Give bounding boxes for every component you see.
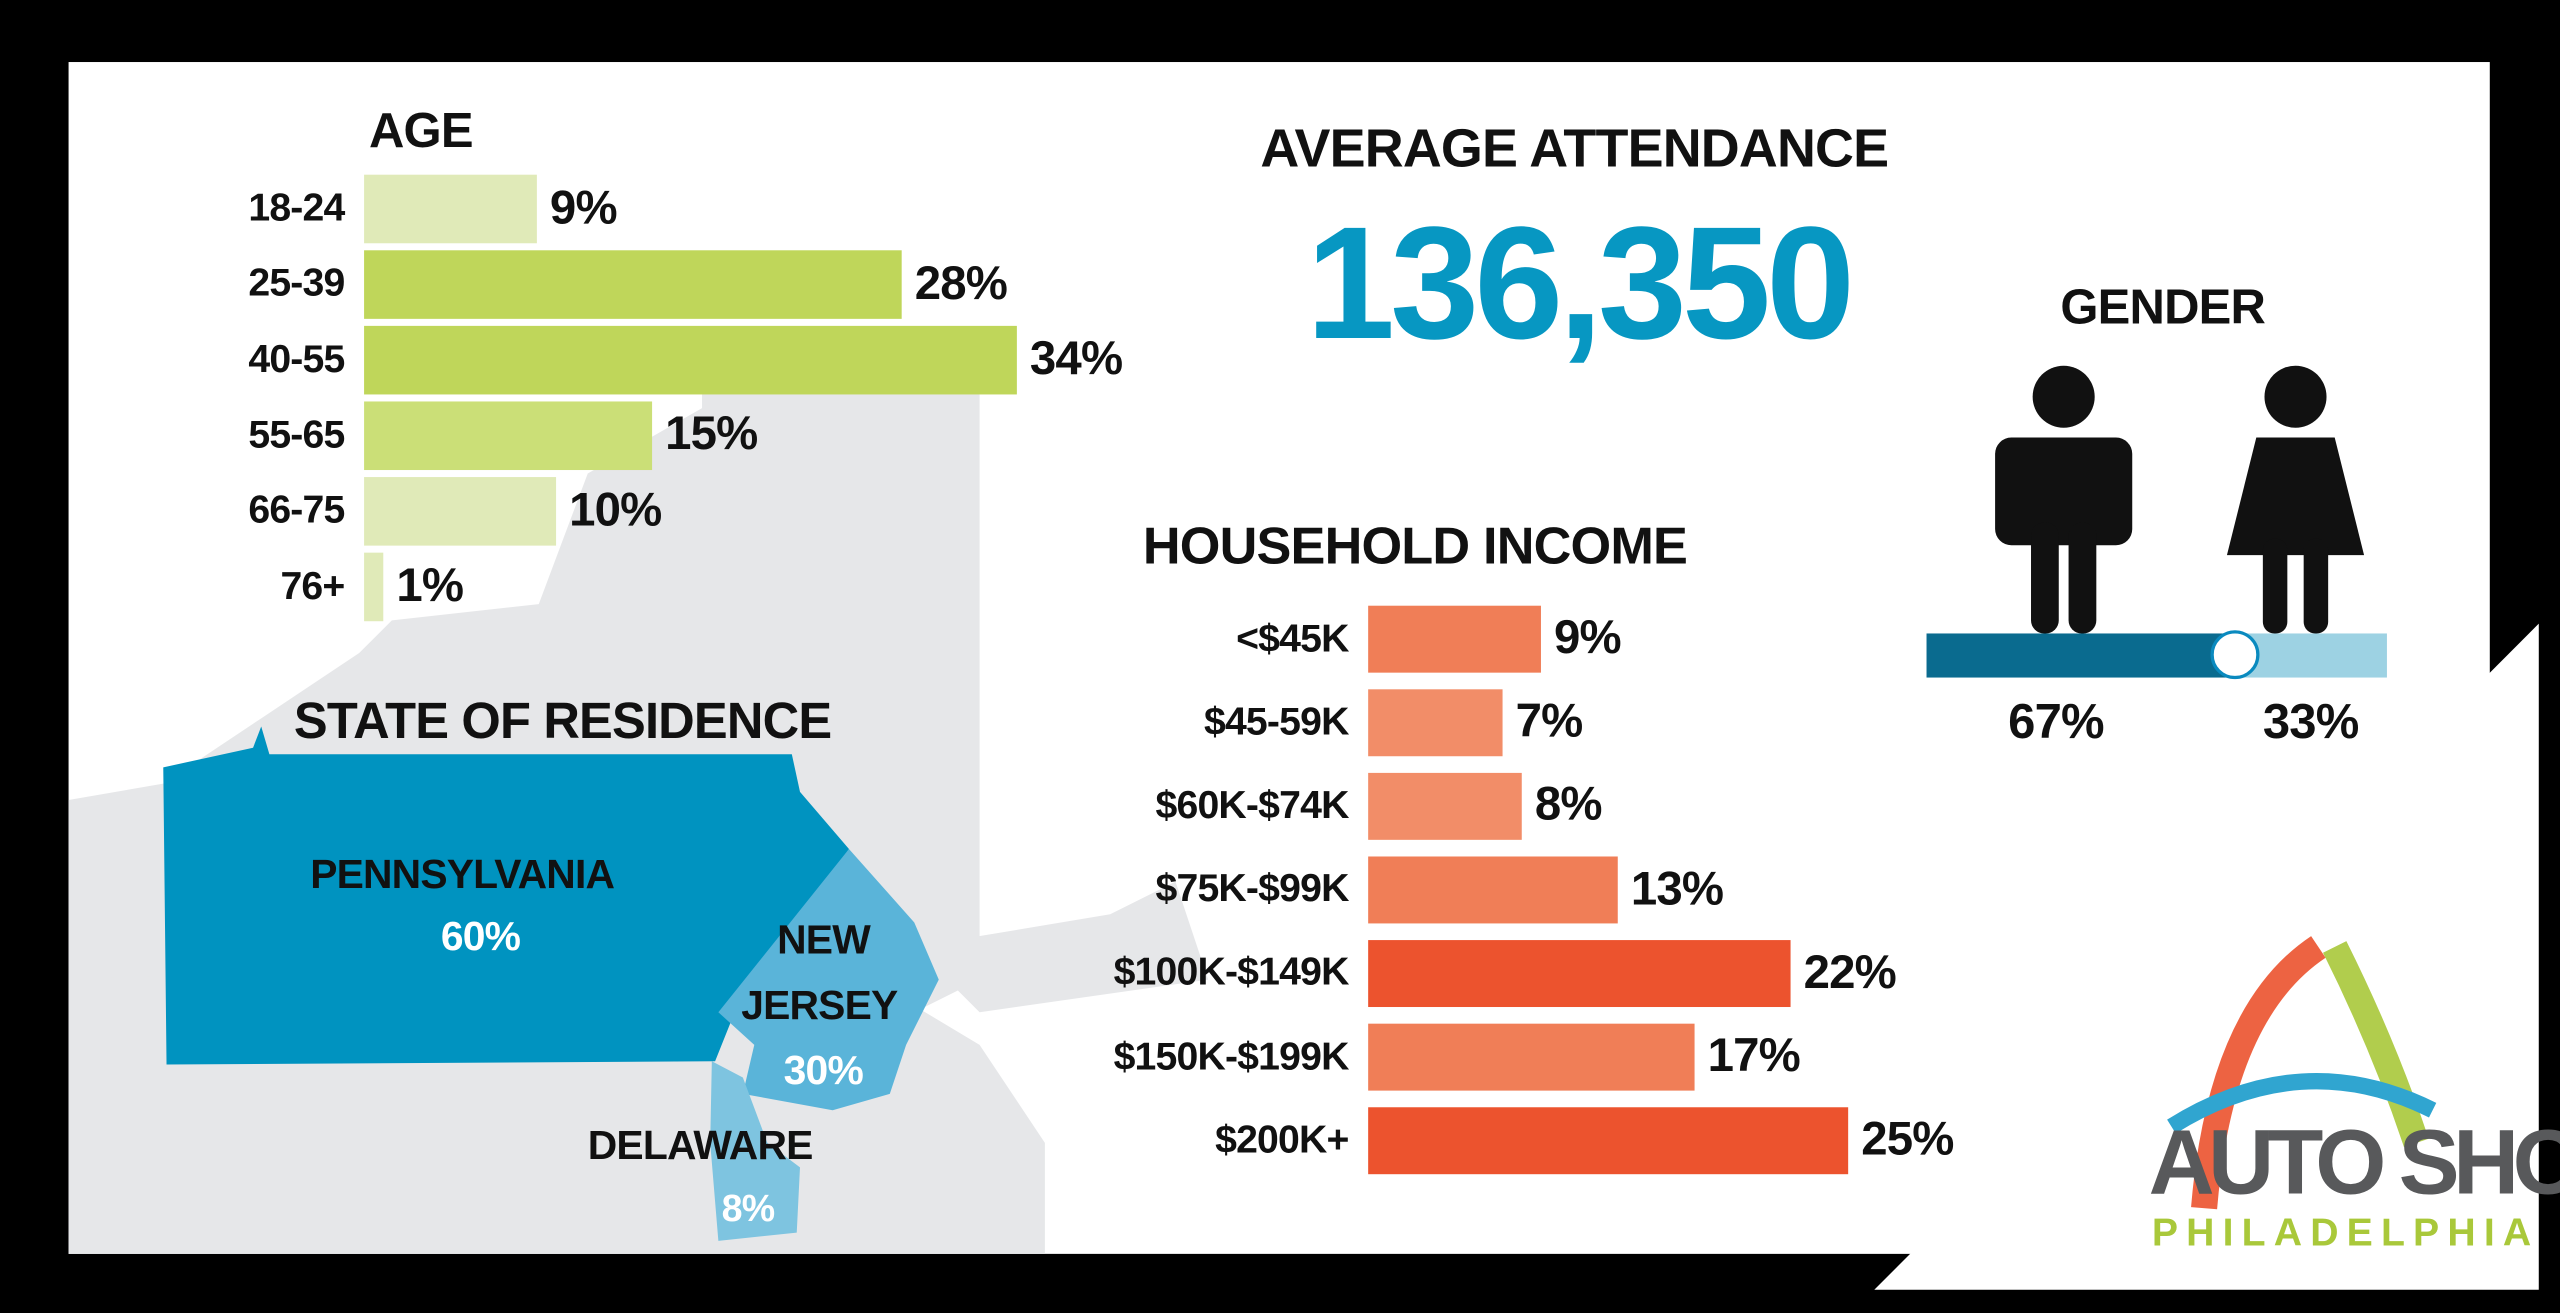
income-value-label: 17% [1707, 1030, 1801, 1083]
income-category-label: <$45K [1236, 616, 1349, 661]
age-category-label: 25-39 [248, 261, 345, 306]
income-bar [1368, 772, 1522, 840]
residence-title: STATE OF RESIDENCE [293, 692, 832, 750]
delaware-value: 8% [721, 1186, 775, 1230]
age-value-label: 28% [914, 257, 1008, 310]
logo-icon [2167, 936, 2437, 1210]
income-bar [1368, 1107, 1849, 1175]
age-category-label: 55-65 [248, 412, 345, 457]
logo-subtext: PHILADELPHIA [2151, 1211, 2540, 1256]
age-value-label: 15% [665, 408, 758, 462]
income-category-label: $100K-$149K [1113, 950, 1350, 995]
attendance-title: AVERAGE ATTENDANCE [1260, 117, 1889, 178]
age-category-label: 66-75 [248, 488, 345, 533]
age-title: AGE [368, 104, 474, 159]
gender-bar-female [2234, 633, 2387, 678]
pennsylvania-value: 60% [440, 914, 521, 960]
age-category-label: 40-55 [248, 337, 345, 382]
female-percent: 33% [2262, 695, 2359, 750]
logo-text: AUTO SHOW [2148, 1110, 2560, 1214]
income-bar [1368, 1023, 1695, 1091]
woman-icon [2226, 365, 2365, 634]
new-jersey-label-1: NEW [777, 917, 871, 964]
income-category-label: $45-59K [1203, 699, 1349, 744]
age-value-label: 9% [549, 182, 618, 235]
income-value-label: 22% [1803, 946, 1897, 999]
income-category-label: $60K-$74K [1155, 783, 1350, 828]
age-bar [364, 552, 384, 622]
man-icon [1995, 365, 2133, 634]
attendance-value: 136,350 [1306, 192, 1855, 373]
map-pennsylvania [163, 726, 849, 1065]
income-category-label: $150K-$199K [1113, 1034, 1350, 1079]
income-value-label: 9% [1554, 612, 1622, 665]
age-bar [364, 401, 653, 471]
income-bar [1368, 940, 1791, 1008]
age-bar [364, 477, 557, 546]
age-bar [364, 325, 1017, 395]
age-value-label: 34% [1029, 333, 1123, 386]
income-value-label: 25% [1861, 1113, 1954, 1167]
income-category-label: $200K+ [1215, 1117, 1349, 1162]
income-category-label: $75K-$99K [1155, 867, 1350, 912]
income-bar [1368, 856, 1618, 924]
gender-split-marker [2210, 630, 2260, 680]
male-percent: 67% [2008, 695, 2104, 750]
map-new-jersey [718, 848, 939, 1111]
age-value-label: 1% [396, 559, 464, 613]
age-category-label: 76+ [280, 564, 345, 609]
new-jersey-label-2: JERSEY [741, 982, 898, 1029]
age-bar [364, 174, 537, 244]
map-land-east [914, 881, 1209, 1013]
age-bar [364, 250, 902, 319]
income-value-label: 8% [1534, 779, 1603, 832]
age-category-label: 18-24 [248, 186, 345, 231]
new-jersey-value: 30% [783, 1048, 864, 1094]
age-value-label: 10% [569, 484, 662, 537]
delaware-label: DELAWARE [587, 1123, 814, 1169]
income-value-label: 13% [1630, 863, 1724, 916]
income-bar [1368, 605, 1541, 673]
gender-bar-male [1926, 633, 2235, 678]
pennsylvania-label: PENNSYLVANIA [310, 852, 615, 898]
income-bar [1368, 689, 1503, 757]
income-value-label: 7% [1515, 695, 1584, 749]
income-title: HOUSEHOLD INCOME [1142, 515, 1688, 575]
map-delaware [710, 1061, 800, 1241]
gender-title: GENDER [2060, 280, 2266, 335]
